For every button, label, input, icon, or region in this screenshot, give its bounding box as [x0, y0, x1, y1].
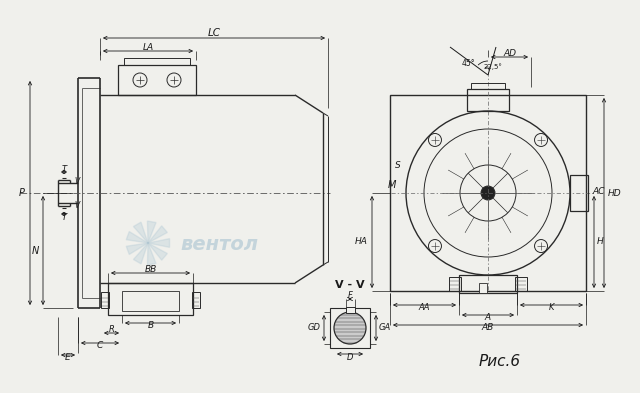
Text: N: N [32, 246, 39, 255]
Bar [467, 89, 509, 111]
Text: F: F [348, 292, 353, 301]
Text: GD: GD [308, 323, 321, 332]
Polygon shape [126, 243, 148, 255]
Polygon shape [133, 222, 148, 243]
Polygon shape [148, 226, 167, 243]
Bar [459, 275, 517, 293]
Text: T: T [61, 213, 67, 222]
Text: A: A [485, 314, 491, 323]
Text: V: V [74, 176, 79, 185]
Bar [101, 292, 109, 308]
Text: 45°: 45° [461, 59, 475, 68]
Text: 22,5°: 22,5° [484, 64, 503, 70]
Text: P: P [19, 188, 25, 198]
Text: HD: HD [608, 189, 621, 198]
Text: AD: AD [503, 48, 516, 57]
Bar [471, 83, 505, 89]
Text: T: T [61, 165, 67, 173]
Polygon shape [133, 243, 148, 264]
Text: BB: BB [145, 266, 157, 274]
Text: B: B [147, 321, 154, 331]
Text: H: H [597, 237, 604, 246]
Text: AB: AB [482, 323, 494, 332]
Bar [570, 175, 588, 211]
Text: вентол: вентол [180, 235, 258, 255]
Polygon shape [148, 243, 167, 260]
Text: R: R [109, 325, 115, 334]
Bar [108, 283, 193, 315]
Text: C: C [97, 342, 103, 351]
Text: V: V [74, 200, 79, 209]
Text: LA: LA [143, 42, 154, 51]
Bar [192, 292, 200, 308]
Text: M: M [388, 180, 396, 190]
Text: AA: AA [419, 303, 430, 312]
Polygon shape [147, 243, 156, 265]
Text: HA: HA [355, 237, 368, 246]
Text: GA: GA [379, 323, 391, 332]
Bar [124, 58, 190, 65]
Polygon shape [126, 231, 148, 243]
Bar [449, 277, 461, 291]
Bar [122, 291, 179, 311]
Polygon shape [148, 239, 170, 247]
Text: S: S [396, 160, 401, 169]
Polygon shape [147, 221, 156, 243]
Bar [479, 283, 487, 293]
Text: K: K [548, 303, 554, 312]
Text: D: D [347, 353, 353, 362]
Text: Рис.6: Рис.6 [479, 353, 521, 369]
Bar [330, 308, 370, 348]
Bar [346, 307, 355, 313]
Circle shape [481, 186, 495, 200]
Text: LC: LC [207, 28, 221, 38]
Text: AC: AC [592, 187, 604, 195]
Text: V - V: V - V [335, 280, 365, 290]
Bar [390, 95, 586, 291]
Bar [515, 277, 527, 291]
Bar [118, 65, 196, 95]
Circle shape [334, 312, 366, 344]
Text: E: E [65, 353, 71, 362]
